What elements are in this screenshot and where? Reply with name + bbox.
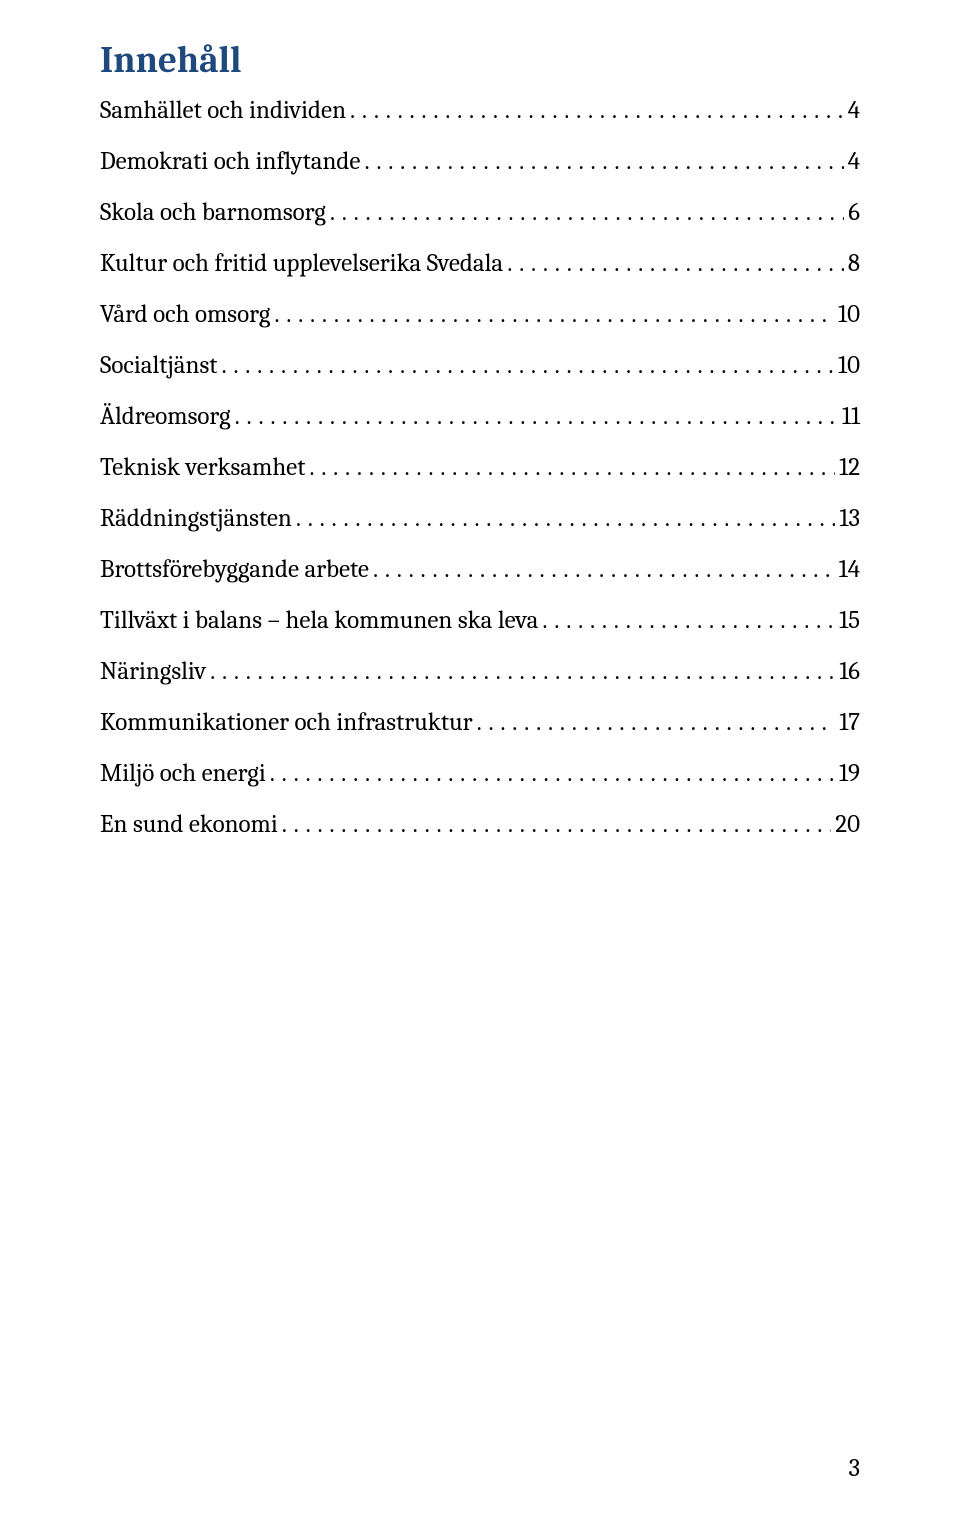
toc-leader-dots xyxy=(507,249,844,278)
toc-leader-dots xyxy=(477,708,836,737)
toc-label: Miljö och energi xyxy=(100,759,266,788)
toc-label: En sund ekonomi xyxy=(100,810,278,839)
toc-label: Samhället och individen xyxy=(100,96,346,125)
toc-page-number: 8 xyxy=(848,249,860,278)
toc-row: Tillväxt i balans – hela kommunen ska le… xyxy=(100,606,860,635)
toc-page-number: 4 xyxy=(848,147,860,176)
toc-row: Äldreomsorg 11 xyxy=(100,402,860,431)
toc-label: Tillväxt i balans – hela kommunen ska le… xyxy=(100,606,538,635)
toc-leader-dots xyxy=(309,453,835,482)
toc-page-number: 13 xyxy=(839,504,860,533)
toc-leader-dots xyxy=(210,657,835,686)
toc-row: Miljö och energi 19 xyxy=(100,759,860,788)
toc-leader-dots xyxy=(274,300,834,329)
toc-row: Demokrati och inflytande 4 xyxy=(100,147,860,176)
toc-page-number: 4 xyxy=(848,96,860,125)
table-of-contents: Samhället och individen4Demokrati och in… xyxy=(100,96,860,839)
toc-row: Teknisk verksamhet 12 xyxy=(100,453,860,482)
toc-page-number: 6 xyxy=(848,198,860,227)
toc-label: Demokrati och inflytande xyxy=(100,147,360,176)
toc-label: Teknisk verksamhet xyxy=(100,453,305,482)
toc-page-number: 12 xyxy=(839,453,860,482)
toc-label: Skola och barnomsorg xyxy=(100,198,326,227)
toc-row: Vård och omsorg 10 xyxy=(100,300,860,329)
toc-row: Näringsliv 16 xyxy=(100,657,860,686)
toc-page-number: 10 xyxy=(838,300,860,329)
toc-leader-dots xyxy=(270,759,835,788)
toc-page-number: 11 xyxy=(842,402,860,431)
page-number: 3 xyxy=(848,1454,860,1483)
toc-row: Kommunikationer och infrastruktur 17 xyxy=(100,708,860,737)
toc-page-number: 14 xyxy=(839,555,860,584)
toc-page-number: 16 xyxy=(839,657,860,686)
toc-leader-dots xyxy=(296,504,836,533)
toc-leader-dots xyxy=(350,96,844,125)
toc-row: Räddningstjänsten 13 xyxy=(100,504,860,533)
toc-leader-dots xyxy=(364,147,843,176)
toc-row: Socialtjänst 10 xyxy=(100,351,860,380)
toc-row: Samhället och individen 4 xyxy=(100,96,860,125)
toc-leader-dots xyxy=(373,555,835,584)
toc-label: Räddningstjänsten xyxy=(100,504,292,533)
toc-row: Skola och barnomsorg 6 xyxy=(100,198,860,227)
toc-page-number: 15 xyxy=(839,606,860,635)
toc-label: Kultur och fritid upplevelserika Svedala xyxy=(100,249,503,278)
toc-label: Äldreomsorg xyxy=(100,402,231,431)
toc-leader-dots xyxy=(235,402,838,431)
toc-label: Vård och omsorg xyxy=(100,300,270,329)
toc-leader-dots xyxy=(221,351,834,380)
toc-row: Kultur och fritid upplevelserika Svedala… xyxy=(100,249,860,278)
toc-label: Näringsliv xyxy=(100,657,206,686)
toc-row: Brottsförebyggande arbete 14 xyxy=(100,555,860,584)
toc-label: Socialtjänst xyxy=(100,351,217,380)
toc-leader-dots xyxy=(282,810,831,839)
toc-page-number: 10 xyxy=(838,351,860,380)
toc-page-number: 17 xyxy=(839,708,860,737)
toc-page-number: 20 xyxy=(835,810,860,839)
toc-leader-dots xyxy=(330,198,844,227)
toc-label: Brottsförebyggande arbete xyxy=(100,555,369,584)
document-page: Innehåll Samhället och individen4Demokra… xyxy=(0,0,960,1533)
toc-row: En sund ekonomi 20 xyxy=(100,810,860,839)
page-title: Innehåll xyxy=(100,40,860,82)
toc-leader-dots xyxy=(542,606,835,635)
toc-label: Kommunikationer och infrastruktur xyxy=(100,708,473,737)
toc-page-number: 19 xyxy=(839,759,860,788)
